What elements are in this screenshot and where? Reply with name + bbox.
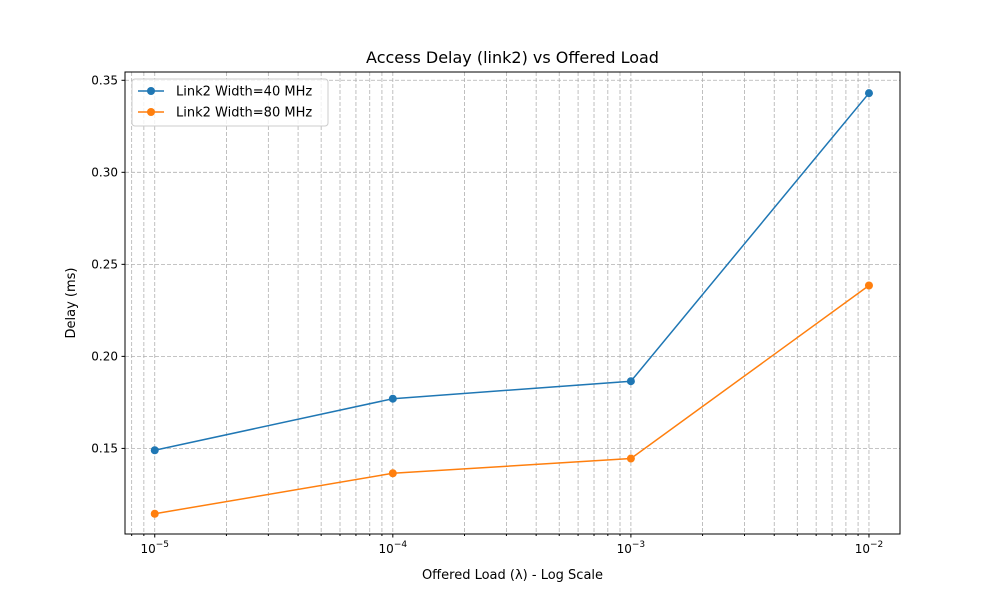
x-tick-label-base: 10 [617,542,632,556]
x-tick-label: 10−4 [379,540,408,556]
data-point [388,469,397,478]
y-tick-label: 0.35 [91,73,118,87]
x-tick-label: 10−5 [140,540,169,556]
x-tick-label-base: 10 [140,542,155,556]
series-1 [150,89,873,455]
y-tick-label: 0.30 [91,165,118,179]
data-point [150,509,159,518]
y-tick-label: 0.25 [91,257,118,271]
data-point [626,377,635,386]
x-tick-label-base: 10 [855,542,870,556]
x-tick-label-exponent: −4 [394,540,408,550]
data-point [626,454,635,463]
legend-label: Link2 Width=40 MHz [176,85,312,100]
legend: Link2 Width=40 MHz Link2 Width=80 MHz [131,78,329,127]
grid [125,72,900,534]
x-tick-label-exponent: −5 [156,540,169,550]
data-point [864,281,873,290]
data-point [388,394,397,403]
y-tick-label: 0.15 [91,441,118,455]
series-line [154,92,870,451]
series-line [154,284,870,515]
x-axis-label: Offered Load (λ) - Log Scale [422,568,603,583]
x-tick-label: 10−2 [855,540,884,556]
legend-marker [147,87,155,95]
x-tick-label: 10−3 [617,540,646,556]
chart-title: Access Delay (link2) vs Offered Load [366,48,659,67]
series-layer [150,89,873,518]
data-point [864,89,873,98]
legend-label: Link2 Width=80 MHz [176,106,312,121]
plot-area-frame [124,71,901,535]
x-tick-label-base: 10 [379,542,394,556]
x-tick-label-exponent: −2 [870,540,883,550]
y-axis-label: Delay (ms) [64,268,79,339]
legend-frame [131,78,329,127]
y-axis-ticks: 0.15 0.20 0.25 0.30 0.35 [91,73,125,455]
data-point [150,446,159,455]
series-2 [150,281,873,518]
legend-marker [147,108,155,116]
x-tick-label-exponent: −3 [632,540,645,550]
x-axis-ticks: 10−5 10−4 10−3 10−2 [131,534,884,556]
y-tick-label: 0.20 [91,349,118,363]
